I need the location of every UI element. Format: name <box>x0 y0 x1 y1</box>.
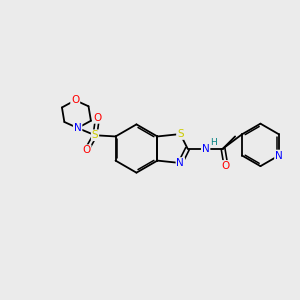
Text: N: N <box>202 143 209 154</box>
Text: S: S <box>177 129 184 139</box>
Text: S: S <box>92 130 98 140</box>
Text: O: O <box>222 161 230 171</box>
Text: N: N <box>275 151 283 160</box>
Text: O: O <box>93 113 102 123</box>
Text: O: O <box>82 145 91 155</box>
Text: N: N <box>74 123 82 133</box>
Text: H: H <box>210 137 216 146</box>
Text: O: O <box>71 95 79 105</box>
Text: N: N <box>176 158 184 168</box>
